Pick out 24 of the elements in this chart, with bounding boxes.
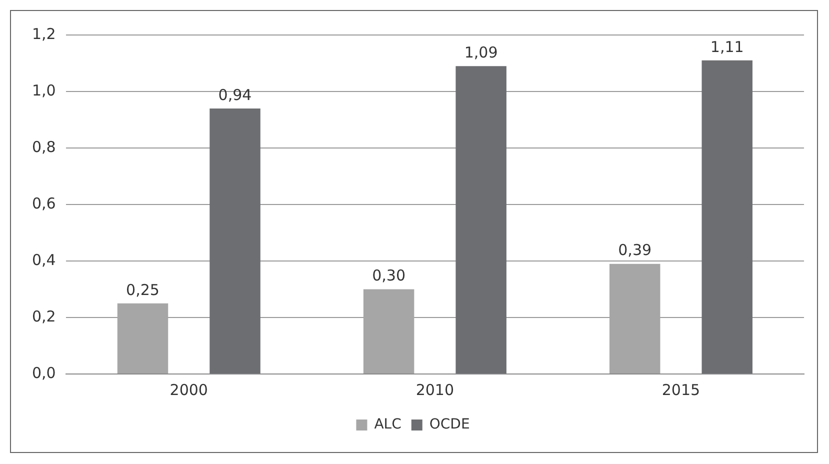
data-label: 1,11 (710, 38, 744, 56)
data-label: 0,39 (618, 241, 652, 260)
y-tick-label: 0,8 (32, 138, 56, 156)
data-label: 0,94 (218, 86, 252, 104)
bar (702, 60, 752, 374)
bar (210, 108, 260, 374)
x-tick-label: 2000 (170, 380, 208, 399)
x-tick-label: 2015 (662, 380, 700, 399)
y-tick-label: 1,2 (32, 24, 56, 43)
legend-label: ALC (374, 416, 402, 433)
bar (117, 303, 168, 374)
x-tick-label: 2010 (416, 380, 454, 399)
y-tick-label: 0,2 (32, 307, 56, 326)
bar (456, 66, 506, 374)
y-tick-label: 0,0 (32, 364, 56, 382)
y-tick-label: 0,6 (32, 194, 56, 212)
y-tick-label: 1,0 (32, 81, 56, 100)
y-tick-label: 0,4 (32, 250, 56, 269)
bar (609, 264, 660, 374)
legend-label: OCDE (429, 416, 470, 433)
data-label: 1,09 (464, 43, 498, 62)
data-label: 0,25 (126, 280, 160, 299)
data-label: 0,30 (372, 266, 406, 285)
bar (363, 289, 414, 374)
